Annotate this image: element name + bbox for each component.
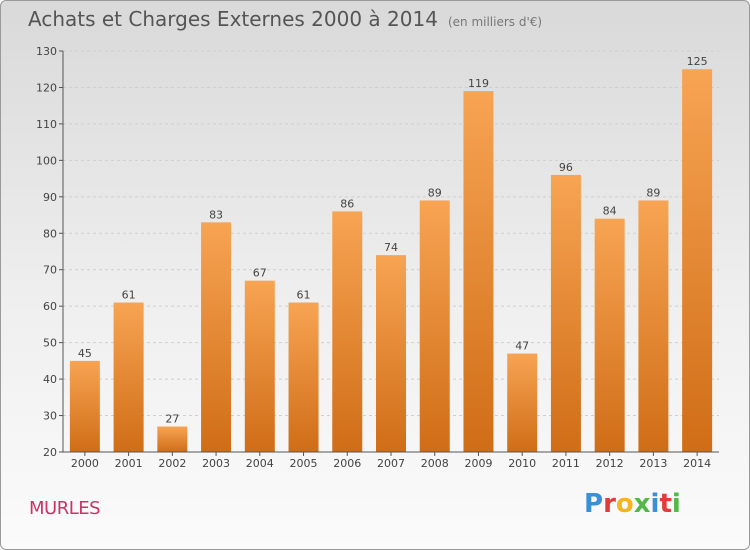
bar <box>288 302 319 452</box>
bars: 45 61 27 83 67 61 86 74 89 119 47 96 84 89 125 <box>69 55 713 453</box>
x-tick-label: 2007 <box>377 457 405 470</box>
x-tick-label: 2003 <box>202 457 230 470</box>
y-tick-label: 20 <box>43 446 57 459</box>
y-tick-label: 70 <box>43 264 57 277</box>
bar <box>376 255 406 452</box>
y-tick-label: 130 <box>36 45 57 58</box>
logo-letter: i <box>650 489 660 519</box>
y-tick-label: 40 <box>43 373 57 386</box>
bar <box>463 91 494 452</box>
bar <box>201 222 232 452</box>
logo-letter: i <box>671 489 681 519</box>
x-tick-label: 2014 <box>683 457 711 470</box>
bar <box>682 69 713 453</box>
data-label: 125 <box>687 55 708 68</box>
y-tick-label: 120 <box>36 81 57 94</box>
logo-letter: t <box>659 489 672 519</box>
x-tick-label: 2010 <box>508 457 536 470</box>
data-label: 67 <box>253 267 267 280</box>
bar <box>69 360 100 452</box>
x-tick-label: 2011 <box>552 457 580 470</box>
data-label: 86 <box>340 197 354 210</box>
data-label: 96 <box>559 161 573 174</box>
data-label: 74 <box>384 241 398 254</box>
y-tick-label: 30 <box>43 410 57 423</box>
x-tick-label: 2012 <box>596 457 624 470</box>
bar <box>507 353 538 452</box>
bar <box>244 280 275 452</box>
bar <box>550 174 581 453</box>
x-tick-label: 2005 <box>290 457 318 470</box>
chart-title: Achats et Charges Externes 2000 à 2014 (e… <box>28 7 542 31</box>
axes: 20 30 40 50 60 70 80 90 100 110 120 130 2000 2001 2002… <box>36 45 719 470</box>
logo-letter: P <box>584 489 604 519</box>
x-tick-label: 2000 <box>71 457 99 470</box>
bar <box>638 200 669 452</box>
x-tick-label: 2013 <box>639 457 667 470</box>
y-tick-label: 90 <box>43 191 57 204</box>
logo-letter: o <box>615 489 634 519</box>
bar <box>332 211 363 452</box>
data-label: 27 <box>165 412 179 425</box>
data-label: 119 <box>468 77 489 90</box>
proxiti-logo: Proxiti <box>584 489 681 519</box>
data-label: 84 <box>603 205 617 218</box>
y-tick-label: 80 <box>43 227 57 240</box>
y-tick-label: 100 <box>36 154 57 167</box>
bar <box>594 218 625 452</box>
data-label: 89 <box>428 186 442 199</box>
x-tick-label: 2009 <box>464 457 492 470</box>
data-label: 47 <box>515 340 529 353</box>
x-tick-label: 2002 <box>158 457 186 470</box>
data-label: 61 <box>122 289 136 302</box>
y-tick-label: 50 <box>43 337 57 350</box>
bar <box>419 200 450 452</box>
bar <box>157 426 188 452</box>
x-tick-label: 2004 <box>246 457 274 470</box>
data-label: 83 <box>209 208 223 221</box>
data-label: 61 <box>297 289 311 302</box>
data-label: 45 <box>78 347 92 360</box>
data-label: 89 <box>646 186 660 199</box>
logo-letter: x <box>633 489 651 519</box>
y-tick-label: 60 <box>43 300 57 313</box>
town-name: MURLES <box>29 498 101 519</box>
y-tick-label: 110 <box>36 118 57 131</box>
x-tick-label: 2001 <box>115 457 143 470</box>
title-unit: (en milliers d'€) <box>447 15 543 29</box>
bar <box>113 302 144 452</box>
x-tick-label: 2006 <box>333 457 361 470</box>
x-tick-label: 2008 <box>421 457 449 470</box>
title-text: Achats et Charges Externes 2000 à 2014 <box>28 7 438 31</box>
logo-letter: r <box>603 489 616 519</box>
